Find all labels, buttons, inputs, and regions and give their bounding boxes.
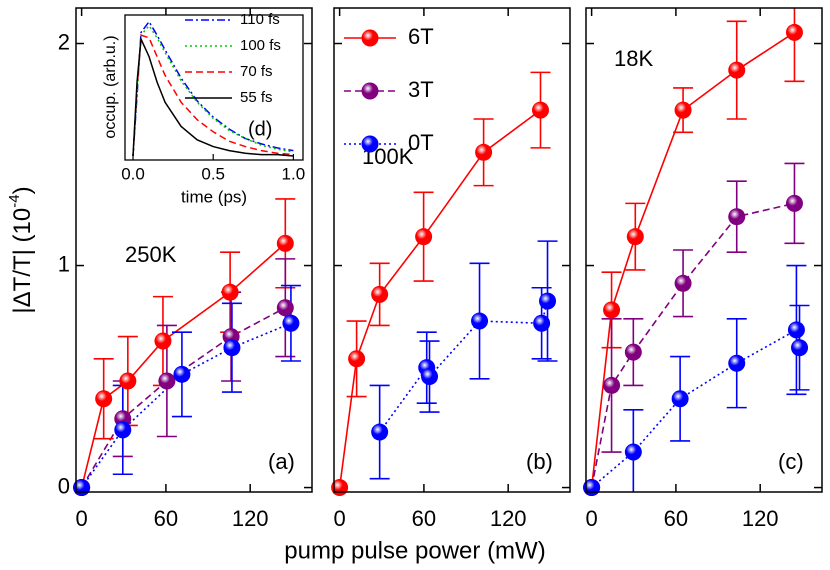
inset-y-label: occup. (arb.u.) — [102, 35, 119, 138]
marker — [728, 208, 746, 226]
legend-marker — [361, 29, 379, 47]
marker — [674, 101, 692, 119]
y-tick-label: 0 — [58, 473, 70, 498]
x-tick-label: 60 — [664, 506, 688, 531]
x-tick-label: 0.5 — [201, 164, 225, 183]
x-tick-label: 0 — [75, 506, 87, 531]
inset-curve — [132, 20, 294, 157]
marker — [276, 234, 294, 252]
marker — [415, 228, 433, 246]
legend-label: 100 fs — [240, 37, 281, 54]
y-label-sup: -4 — [6, 194, 23, 207]
x-tick-label: 0 — [333, 506, 345, 531]
marker — [95, 390, 113, 408]
marker — [371, 423, 389, 441]
series-line — [590, 31, 795, 488]
panel — [338, 71, 558, 488]
x-tick-label: 0 — [585, 506, 597, 531]
marker — [371, 285, 389, 303]
marker — [119, 372, 137, 390]
y-tick-label: 1 — [58, 251, 70, 276]
marker — [671, 390, 689, 408]
legend-label: 55 fs — [240, 89, 273, 106]
marker — [221, 283, 239, 301]
panel-label: (a) — [268, 449, 295, 474]
x-tick-label: 120 — [742, 506, 779, 531]
y-label-main: |ΔT/T| (10 — [9, 208, 36, 314]
temperature-label: 250K — [125, 242, 177, 267]
legend-label: 6T — [408, 24, 434, 49]
y-tick-label: 2 — [58, 29, 70, 54]
marker — [791, 339, 809, 357]
marker — [674, 274, 692, 292]
x-tick-label: 60 — [412, 506, 436, 531]
marker — [624, 443, 642, 461]
inset-curve — [132, 34, 294, 157]
marker — [603, 376, 621, 394]
marker — [787, 321, 805, 339]
series-line — [379, 300, 549, 433]
marker — [475, 143, 493, 161]
marker — [348, 350, 366, 368]
temperature-label: 18K — [614, 46, 653, 71]
panel-frame — [585, 7, 823, 493]
x-tick-label: 60 — [154, 506, 178, 531]
marker — [421, 368, 439, 386]
inset-frame — [124, 14, 304, 161]
inset-background — [125, 15, 303, 160]
marker — [624, 343, 642, 361]
series-line — [80, 242, 286, 488]
legend-marker — [361, 135, 379, 153]
marker — [785, 194, 803, 212]
marker — [282, 314, 300, 332]
legend-label: 110 fs — [240, 11, 280, 28]
panel-label: (c) — [778, 449, 804, 474]
y-label-end: ) — [9, 186, 36, 194]
y-axis-label: |ΔT/T| (10-4) — [6, 186, 36, 313]
marker — [728, 61, 746, 79]
marker — [471, 312, 489, 330]
panel-frame — [75, 7, 313, 493]
legend-label: 0T — [408, 130, 434, 155]
marker — [276, 299, 294, 317]
marker — [173, 365, 191, 383]
marker — [539, 292, 557, 310]
marker — [603, 301, 621, 319]
panel — [80, 198, 301, 489]
series-line — [590, 202, 795, 488]
x-axis-label: pump pulse power (mW) — [284, 537, 545, 564]
inset-curve — [132, 24, 294, 157]
x-tick-label: 0.0 — [121, 164, 145, 183]
x-tick-label: 1.0 — [282, 164, 306, 183]
panel — [590, 8, 810, 492]
series-line — [80, 307, 286, 488]
marker — [158, 372, 176, 390]
series-line — [80, 322, 292, 489]
marker — [626, 228, 644, 246]
inset-curve — [132, 36, 294, 157]
marker — [532, 101, 549, 119]
marker — [785, 23, 803, 41]
marker — [533, 314, 551, 332]
panel-label: (b) — [526, 449, 553, 474]
inset-x-label: time (ps) — [181, 187, 247, 206]
legend-marker — [361, 82, 379, 100]
legend-label: 70 fs — [240, 63, 273, 80]
marker — [114, 421, 132, 439]
legend-label: 3T — [408, 77, 434, 102]
panel-label: (d) — [248, 118, 272, 140]
marker — [728, 354, 746, 372]
marker — [223, 339, 241, 357]
series-line — [591, 328, 801, 489]
x-tick-label: 120 — [232, 506, 269, 531]
panel-frame — [333, 7, 571, 493]
x-tick-label: 120 — [490, 506, 527, 531]
series-line — [338, 109, 541, 488]
marker — [154, 332, 172, 350]
